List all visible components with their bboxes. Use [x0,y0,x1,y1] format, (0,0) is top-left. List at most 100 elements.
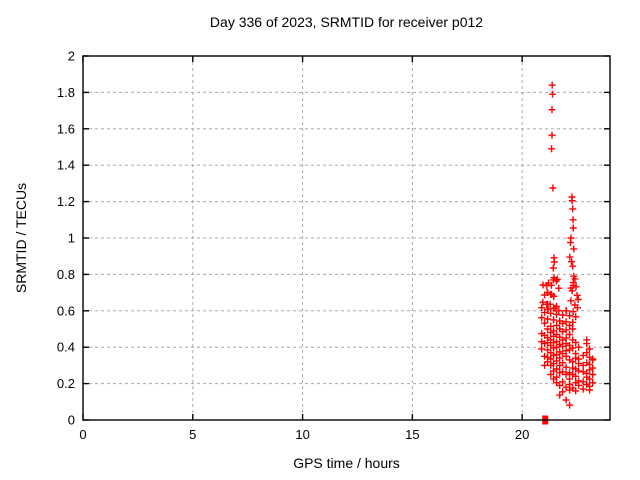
data-point [548,106,556,114]
y-tick-label: 0.6 [57,303,75,318]
y-tick-label: 1.8 [57,85,75,100]
data-point [562,307,570,315]
data-point [547,371,555,378]
data-point [589,371,597,378]
data-point [572,339,580,347]
data-point [538,314,546,322]
data-point [569,318,577,326]
data-point [556,354,564,362]
data-point [562,318,570,326]
data-point [550,292,558,300]
data-point [549,90,556,98]
data-point [556,381,564,389]
data-point [569,205,577,213]
data-point [569,224,577,232]
data-point [553,321,561,329]
data-point [586,375,594,383]
data-point [569,325,577,333]
data-point [566,253,574,261]
data-point [572,283,580,291]
x-tick-label: 0 [79,427,86,442]
data-point [569,308,577,316]
x-tick-label: 20 [515,427,529,442]
data-point [589,356,597,364]
data-point [571,275,579,283]
data-point [586,345,594,353]
data-point [569,358,577,366]
data-point [544,315,552,323]
y-tick-label: 1 [68,231,75,246]
data-point [539,281,547,289]
data-point [566,321,574,329]
data-point [583,340,591,348]
data-point [569,262,577,270]
x-tick-label: 15 [405,427,419,442]
data-point [553,365,561,373]
data-point [538,304,546,312]
data-point [562,326,570,334]
data-point [555,307,563,315]
data-point [568,258,576,266]
data-point [547,355,555,363]
data-point [575,360,583,368]
data-point [579,385,587,393]
x-tick-label: 5 [189,427,196,442]
data-point [541,361,549,369]
data-point [562,363,570,371]
data-point [566,331,574,338]
data-point [575,367,583,375]
x-tick-label: 10 [295,427,309,442]
data-point [572,387,580,395]
chart-title: Day 336 of 2023, SRMTID for receiver p01… [209,14,484,30]
data-point [589,379,597,387]
data-point [570,245,578,253]
data-point [548,145,556,153]
y-tick-label: 1.2 [57,194,75,209]
data-point [550,316,558,324]
data-point [568,197,576,205]
data-point [559,378,567,386]
y-tick-label: 0.4 [57,340,75,355]
y-tick-label: 0.2 [57,376,75,391]
data-point [553,310,561,318]
data-point [547,322,555,330]
data-point [572,372,580,380]
y-tick-label: 0.8 [57,267,75,282]
data-point [574,304,581,312]
data-point [548,131,556,139]
data-point [541,319,549,327]
data-point [539,298,547,306]
data-point [567,297,575,305]
data-point [559,388,567,396]
data-point [550,274,558,282]
y-tick-label: 1.6 [57,121,75,136]
data-point [575,343,583,351]
data-point [548,81,556,89]
y-tick-label: 2 [68,49,75,64]
data-point [562,396,570,404]
data-point [550,304,558,312]
data-point [559,359,567,367]
data-point [586,386,594,394]
data-point [550,258,558,266]
data-point [549,264,557,272]
data-point [574,296,582,303]
y-tick-label: 0 [68,413,75,428]
y-tick-label: 1.4 [57,158,75,173]
data-point [547,309,555,317]
data-point [538,345,546,353]
data-point [559,311,567,319]
data-point [572,313,580,321]
data-point [567,239,574,247]
data-point [555,284,563,292]
data-point [562,352,570,360]
data-point [553,275,561,283]
data-point [583,349,591,357]
data-point [569,344,577,352]
data-point [573,291,581,299]
data-point [566,312,574,320]
data-point [544,305,552,313]
data-point [589,364,597,372]
data-point [566,401,574,409]
